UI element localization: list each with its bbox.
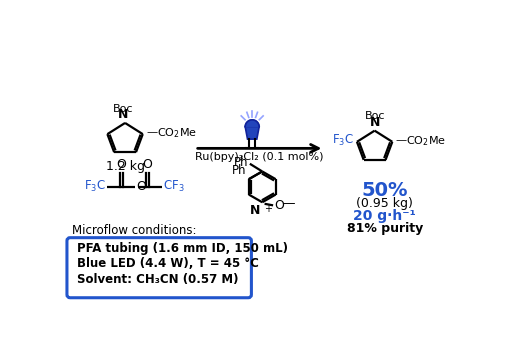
Text: Boc: Boc [113, 104, 134, 114]
Text: 50%: 50% [361, 182, 408, 200]
Text: F$_3$C: F$_3$C [332, 133, 354, 148]
Text: Solvent: CH₃CN (0.57 M): Solvent: CH₃CN (0.57 M) [77, 273, 238, 286]
Text: O: O [116, 158, 126, 171]
Text: —CO$_2$Me: —CO$_2$Me [146, 126, 197, 140]
Text: Ph: Ph [232, 164, 247, 177]
Text: +: + [264, 204, 272, 214]
Text: Microflow conditions:: Microflow conditions: [72, 224, 197, 237]
Text: (0.95 kg): (0.95 kg) [356, 197, 413, 210]
Text: N: N [250, 204, 261, 217]
Polygon shape [245, 120, 259, 127]
FancyBboxPatch shape [67, 238, 251, 298]
Text: CF$_3$: CF$_3$ [163, 179, 185, 194]
Text: —CO$_2$Me: —CO$_2$Me [396, 134, 446, 148]
Text: Boc: Boc [365, 111, 386, 121]
Text: N: N [118, 108, 129, 121]
Text: F$_3$C: F$_3$C [84, 179, 105, 194]
Text: 81% purity: 81% purity [346, 221, 423, 235]
Text: 20 g·h⁻¹: 20 g·h⁻¹ [353, 209, 416, 223]
Text: N: N [370, 116, 381, 129]
Text: Ph: Ph [234, 156, 248, 169]
Text: Ru(bpy)₃Cl₂ (0.1 mol%): Ru(bpy)₃Cl₂ (0.1 mol%) [195, 152, 324, 162]
Polygon shape [245, 127, 259, 139]
Text: O: O [143, 158, 153, 171]
Text: 1.2 kg: 1.2 kg [105, 160, 145, 173]
Text: —: — [282, 197, 295, 210]
Text: O: O [136, 180, 146, 193]
Text: PFA tubing (1.6 mm ID, 150 mL): PFA tubing (1.6 mm ID, 150 mL) [77, 242, 288, 255]
Text: Blue LED (4.4 W), T = 45 °C: Blue LED (4.4 W), T = 45 °C [77, 257, 259, 270]
Text: O: O [275, 199, 284, 212]
